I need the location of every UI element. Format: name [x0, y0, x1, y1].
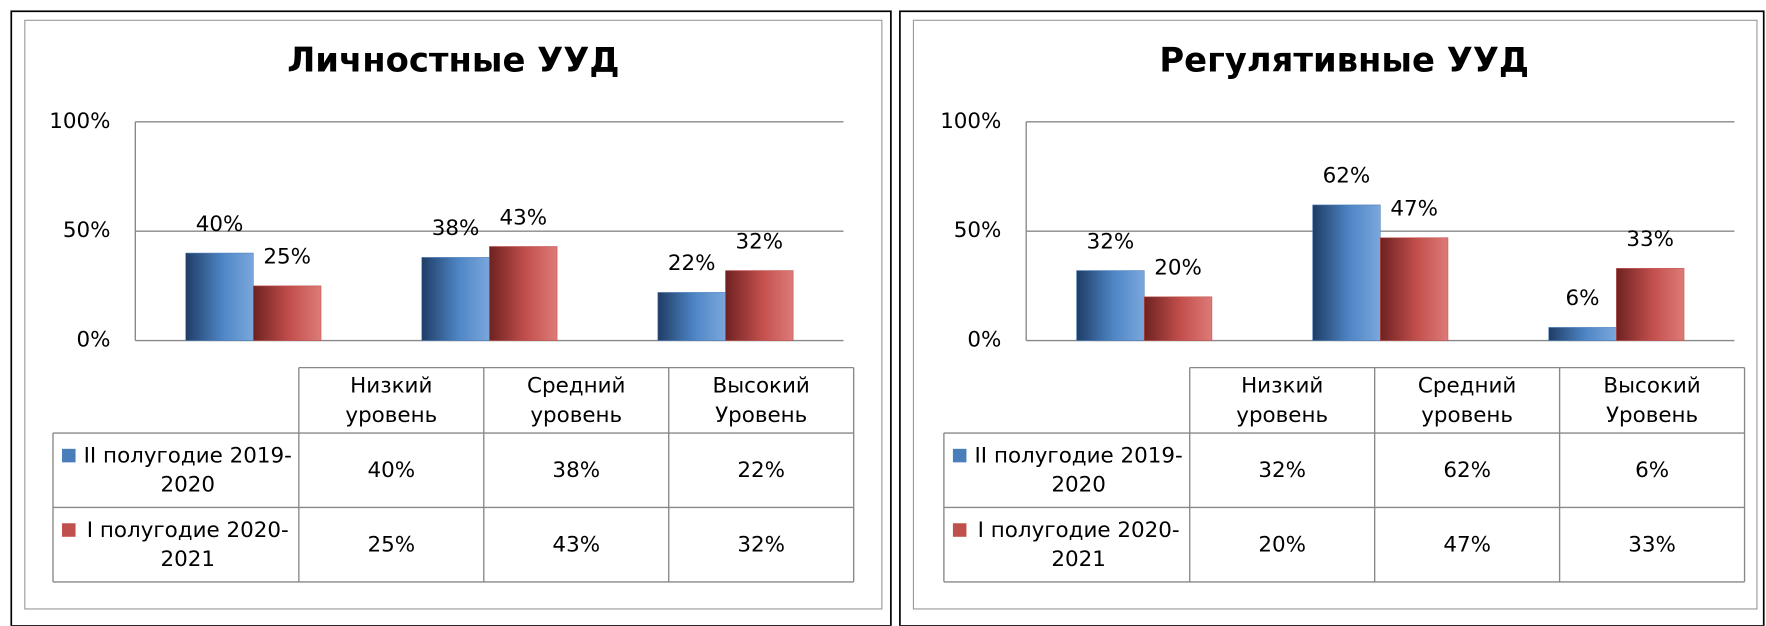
- legend-label: I полугодие 2020-2021: [977, 517, 1180, 572]
- legend-label: II полугодие 2019-2020: [83, 443, 292, 498]
- bar: [725, 270, 794, 341]
- table-value: 62%: [1443, 457, 1491, 483]
- legend-label: II полугодие 2019-2020: [974, 443, 1183, 498]
- data-label: 62%: [1323, 164, 1371, 189]
- panel-frame: [899, 10, 1765, 626]
- bar: [1616, 268, 1685, 341]
- bar: [421, 257, 490, 341]
- y-tick-label: 50%: [954, 218, 1002, 243]
- table-header: Низкий уровень: [1236, 373, 1329, 428]
- legend-entry: I полугодие 2020-2021: [53, 507, 299, 581]
- y-tick-label: 100%: [49, 109, 110, 134]
- y-tick-label: 100%: [940, 109, 1001, 134]
- legend-marker: [62, 523, 76, 537]
- data-label: 38%: [432, 216, 480, 241]
- table-header: Высокий Уровень: [712, 373, 810, 428]
- bar: [1076, 270, 1145, 341]
- table-value: 32%: [1258, 457, 1306, 483]
- legend-entry: I полугодие 2020-2021: [944, 507, 1190, 581]
- data-label: 6%: [1566, 286, 1600, 311]
- data-label: 47%: [1390, 197, 1438, 222]
- table-value: 20%: [1258, 532, 1306, 558]
- table-value: 6%: [1635, 457, 1670, 483]
- chart-title: Регулятивные УУД: [1159, 41, 1529, 80]
- table-value: 38%: [552, 457, 601, 483]
- table-value: 22%: [737, 457, 786, 483]
- data-label: 20%: [1154, 256, 1202, 281]
- table-header: Высокий Уровень: [1603, 373, 1701, 428]
- data-label: 25%: [263, 245, 311, 270]
- bar: [657, 292, 726, 341]
- table-header: Средний уровень: [527, 373, 626, 428]
- legend-label: I полугодие 2020-2021: [86, 517, 289, 572]
- table-header: Низкий уровень: [345, 373, 438, 428]
- bar: [1380, 237, 1449, 341]
- legend-entry: II полугодие 2019-2020: [53, 433, 299, 507]
- table-value: 25%: [367, 532, 416, 558]
- y-tick-label: 0%: [77, 328, 111, 353]
- legend-marker: [952, 523, 967, 537]
- data-label: 43%: [499, 205, 547, 230]
- y-tick-label: 50%: [63, 218, 111, 243]
- table-value: 43%: [552, 532, 601, 558]
- legend-marker: [62, 448, 76, 463]
- bar: [1548, 327, 1617, 341]
- bar: [1312, 204, 1381, 341]
- table-value: 40%: [367, 457, 416, 483]
- legend-marker: [952, 448, 967, 463]
- data-label: 32%: [1087, 229, 1135, 254]
- table-value: 32%: [737, 532, 786, 558]
- chart-frame: [24, 19, 883, 610]
- bar: [489, 246, 558, 341]
- chart-title: Личностные УУД: [287, 41, 619, 80]
- table-header: Средний уровень: [1417, 373, 1517, 428]
- y-tick-label: 0%: [967, 328, 1001, 353]
- bar: [253, 285, 322, 341]
- data-label: 40%: [196, 212, 244, 237]
- bar: [1143, 296, 1213, 341]
- chart-frame: [912, 19, 1758, 610]
- data-label: 22%: [668, 251, 716, 276]
- bar: [185, 252, 254, 341]
- data-label: 32%: [736, 229, 784, 254]
- legend-entry: II полугодие 2019-2020: [944, 433, 1190, 507]
- table-value: 33%: [1628, 532, 1676, 558]
- data-label: 33%: [1626, 227, 1674, 252]
- table-value: 47%: [1443, 532, 1491, 558]
- panel-frame: [10, 10, 892, 626]
